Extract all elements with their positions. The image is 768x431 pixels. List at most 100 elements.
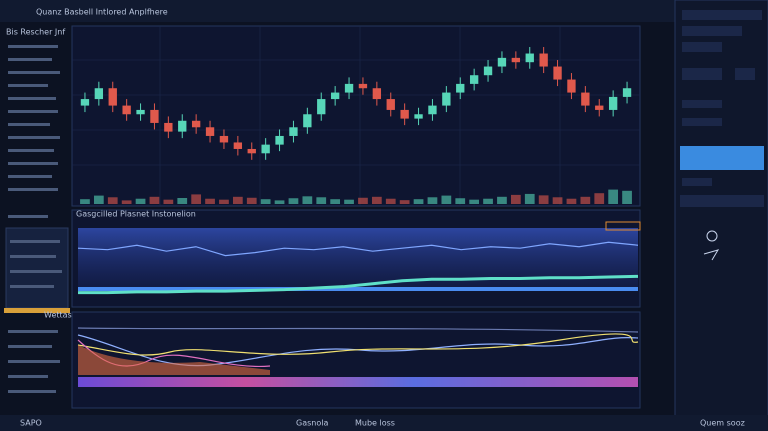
volume-bar [455, 198, 466, 204]
footer-item: SAPO [20, 419, 42, 428]
volume-bar [232, 196, 243, 204]
panel-title: Gasgcilled Plasnet Instonelion [76, 210, 196, 219]
volume-bar [274, 200, 285, 204]
volume-bar [344, 199, 354, 204]
footer-item: Mube loss [355, 419, 395, 428]
candle-body [386, 99, 395, 110]
volume-bar [205, 198, 215, 204]
candles [80, 47, 632, 204]
candle-body [595, 105, 604, 110]
candle-body [178, 120, 187, 132]
candle-body [539, 53, 548, 67]
volume-bar [594, 193, 605, 204]
candle-body [219, 135, 229, 143]
candle-body [191, 120, 201, 128]
volume-bar [330, 199, 341, 204]
candle-body [553, 66, 562, 80]
volume-bar [371, 196, 382, 204]
volume-bar [358, 197, 368, 204]
volume-bar [538, 195, 549, 204]
volume-bar [191, 194, 202, 204]
candle-body [275, 135, 284, 145]
app-title: Quanz Basbell Intlored Anplfhere [36, 8, 168, 17]
volume-bar [385, 198, 396, 204]
candle-body [497, 57, 507, 67]
footer-item: Gasnola [296, 419, 328, 428]
candle-body [94, 88, 104, 100]
volume-bar [80, 199, 90, 204]
volume-bar [469, 199, 480, 204]
volume-bar [566, 198, 577, 204]
candle-body [330, 92, 340, 100]
footer [0, 415, 768, 431]
candle-body [483, 66, 493, 76]
volume-bar [622, 190, 632, 204]
candle-body [108, 88, 117, 106]
candle-body [136, 109, 145, 115]
footer-item: Quem sooz [700, 419, 745, 428]
volume-bar [552, 197, 563, 204]
candle-body [247, 148, 256, 154]
volume-bar [399, 200, 410, 204]
volume-bar [580, 196, 591, 204]
candle-body [525, 53, 534, 63]
candle-body [581, 92, 590, 106]
candle-body [150, 109, 159, 123]
price-tag [605, 221, 641, 231]
volume-bar [149, 196, 160, 204]
volume-bar [524, 193, 535, 204]
sidebar-title: Bis Rescher Jnf [6, 28, 65, 37]
sidebar-list [4, 45, 70, 393]
volume-bar [135, 198, 146, 204]
oscillator-area [78, 345, 270, 375]
candle-body [428, 105, 437, 115]
volume-bar [608, 189, 619, 204]
candle-body [358, 83, 368, 89]
volume-bar [177, 198, 188, 204]
volume-bar [121, 200, 132, 204]
candle-body [205, 127, 215, 136]
candle-body [372, 88, 382, 100]
candle-body [622, 88, 632, 97]
candle-body [567, 79, 576, 93]
volume-bar [246, 197, 257, 204]
candle-body [608, 96, 618, 110]
volume-bar [510, 194, 521, 204]
volume-bar [413, 199, 424, 204]
heat-strip [78, 377, 638, 387]
volume-bar [441, 195, 452, 204]
candle-body [289, 127, 298, 136]
candle-body [317, 99, 326, 115]
candle-body [400, 109, 409, 119]
candle-body [164, 122, 173, 132]
sidebar-icons [703, 230, 720, 261]
volume-bar [260, 199, 271, 204]
top-bar [0, 0, 675, 22]
candle-body [80, 99, 90, 106]
candle-body [414, 114, 423, 119]
sidebar-buttons[interactable] [680, 10, 764, 207]
panel-title: Wettas [44, 311, 72, 320]
candle-body [122, 105, 131, 115]
volume-bar [107, 197, 118, 204]
volume-bar [497, 196, 507, 204]
candle-body [233, 142, 243, 149]
candle-body [442, 92, 451, 106]
volume-bar [288, 198, 299, 204]
candle-body [511, 57, 521, 63]
candle-body [456, 83, 465, 93]
candle-body [261, 144, 270, 154]
candle-body [469, 75, 479, 84]
volume-bar [483, 198, 493, 204]
volume-bar [316, 197, 327, 204]
indicator-line [77, 241, 639, 257]
right-sidebar [674, 0, 768, 431]
volume-bar [163, 199, 174, 204]
volume-bar [427, 197, 438, 204]
indicator-base [78, 287, 638, 291]
indicator-lines [77, 241, 639, 295]
volume-bar [302, 196, 313, 204]
volume-bar [219, 199, 229, 204]
volume-bar [93, 195, 104, 204]
